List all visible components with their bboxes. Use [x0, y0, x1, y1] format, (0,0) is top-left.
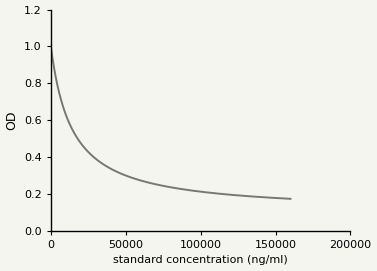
Y-axis label: OD: OD	[6, 111, 18, 130]
X-axis label: standard concentration (ng/ml): standard concentration (ng/ml)	[113, 256, 288, 265]
